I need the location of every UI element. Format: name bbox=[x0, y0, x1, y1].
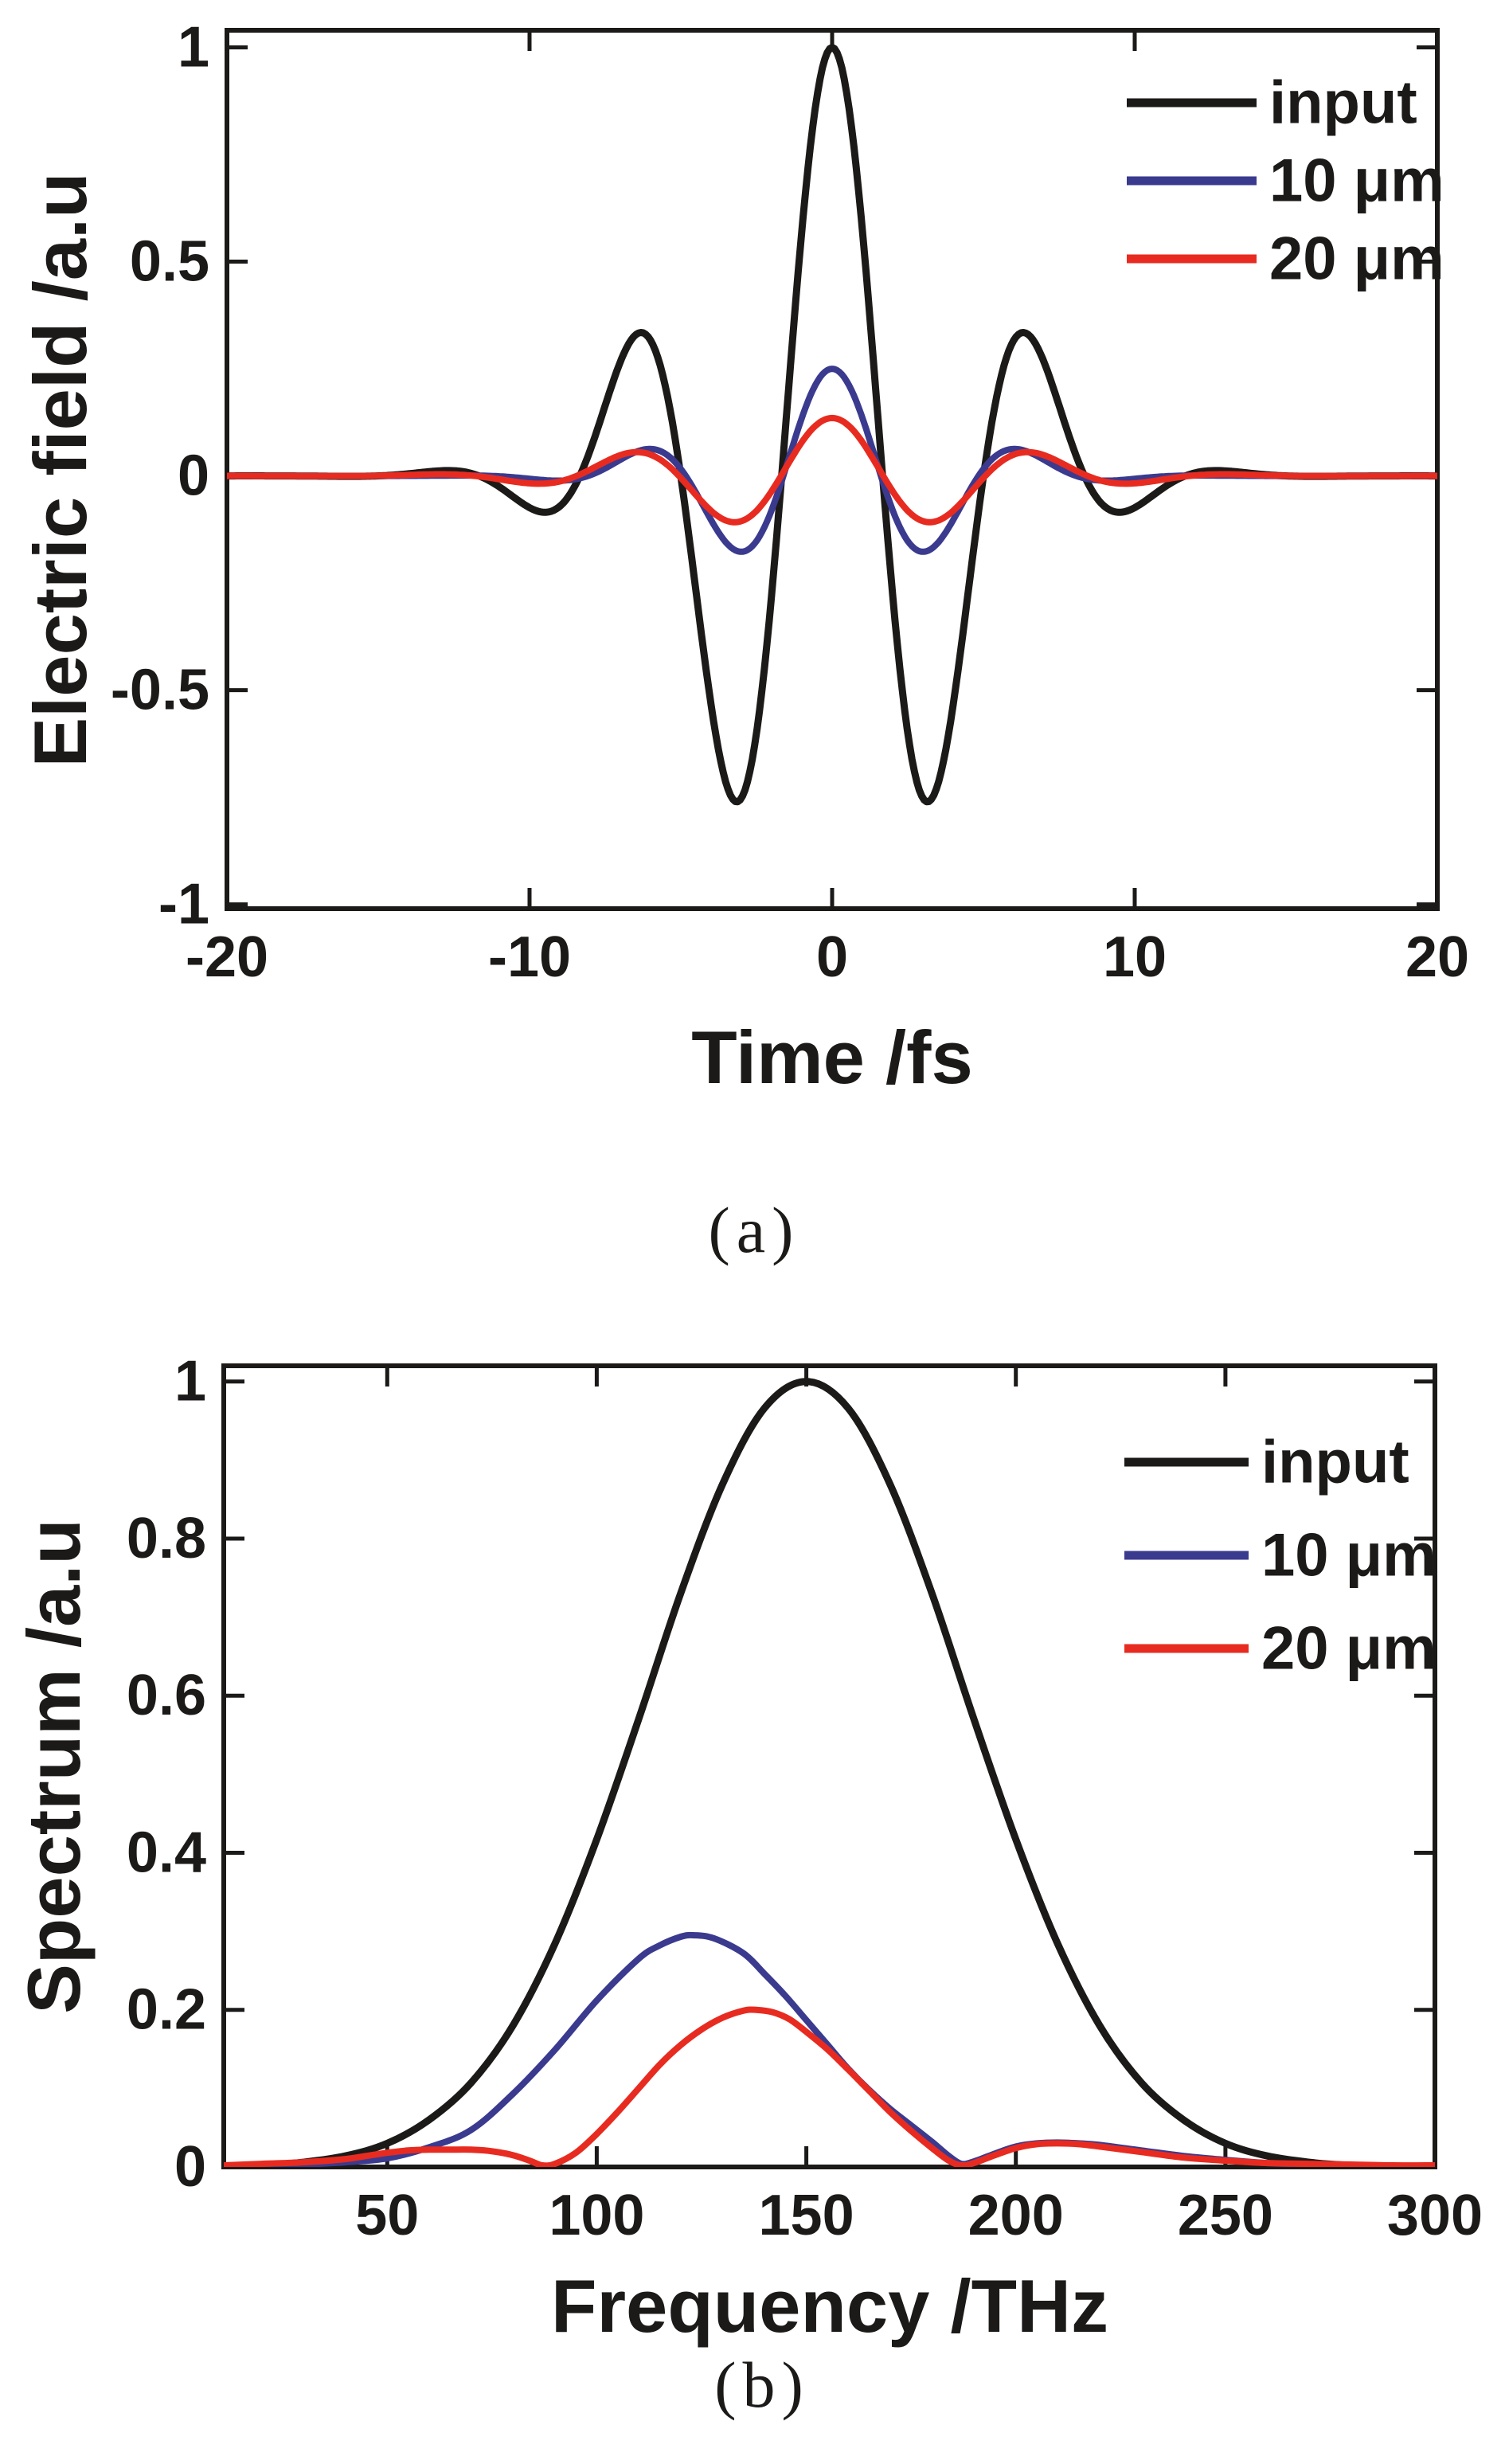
panel-tag-a: (a) bbox=[708, 1194, 799, 1266]
y-tick-label: 0.4 bbox=[127, 1821, 206, 1885]
y-tick-label: -1 bbox=[158, 873, 209, 937]
curve-10-μm bbox=[227, 366, 1437, 555]
y-axis-label-a: Electric field /a.u bbox=[18, 172, 102, 767]
legend-label-input: input bbox=[1269, 69, 1417, 137]
y-tick-label: 1 bbox=[178, 16, 209, 80]
x-tick-label: -20 bbox=[186, 925, 268, 989]
curves-b bbox=[224, 1378, 1435, 2167]
legend-label-10-μm: 10 μm bbox=[1261, 1522, 1437, 1590]
y-tick-label: 0 bbox=[174, 2135, 206, 2199]
panel-b-spectrum: 50 100 150 200 250 300 0 0.2 0.4 0.6 0.8 1 input 10 … bbox=[12, 1350, 1483, 2421]
legend-label-10-μm: 10 μm bbox=[1269, 147, 1444, 215]
tick-labels-b: 50 100 150 200 250 300 0 0.2 0.4 0.6 0.8 1 bbox=[127, 1350, 1483, 2247]
y-tick-label: 0 bbox=[178, 444, 209, 508]
x-tick-label: 0 bbox=[816, 925, 848, 989]
y-tick-label: 1 bbox=[174, 1350, 206, 1414]
panel-tag-b: (b) bbox=[714, 2349, 810, 2421]
panel-a-time-domain: -20 -10 0 10 20 -1 -0.5 0 0.5 1 input 10 μm 20 μm T… bbox=[18, 16, 1469, 1267]
legend-b: input 10 μm 20 μm bbox=[1124, 1429, 1437, 1683]
x-axis-label-a: Time /fs bbox=[691, 1015, 973, 1099]
plot-box-a bbox=[225, 28, 1440, 911]
x-tick-label: 250 bbox=[1178, 2184, 1273, 2247]
x-tick-label: 20 bbox=[1405, 925, 1469, 989]
tick-labels-a: -20 -10 0 10 20 -1 -0.5 0 0.5 1 bbox=[111, 16, 1469, 990]
curve-20-μm bbox=[227, 414, 1437, 526]
y-tick-label: 0.8 bbox=[127, 1507, 206, 1570]
x-tick-label: 100 bbox=[549, 2184, 644, 2247]
curve-20-μm bbox=[224, 2006, 1435, 2167]
y-axis-label-b: Spectrum /a.u bbox=[12, 1519, 96, 2014]
x-tick-label: 200 bbox=[968, 2184, 1064, 2247]
legend-a: input 10 μm 20 μm bbox=[1127, 69, 1444, 293]
x-tick-label: 10 bbox=[1103, 925, 1167, 989]
curve-input bbox=[224, 1378, 1435, 2167]
x-tick-label: 50 bbox=[355, 2184, 419, 2247]
plot-box-b bbox=[221, 1363, 1437, 2169]
curves-a bbox=[227, 44, 1437, 806]
x-tick-label: 300 bbox=[1387, 2184, 1483, 2247]
legend-label-input: input bbox=[1261, 1429, 1409, 1496]
legend-label-20-μm: 20 μm bbox=[1269, 225, 1444, 293]
legend-label-20-μm: 20 μm bbox=[1261, 1615, 1437, 1683]
y-tick-label: -0.5 bbox=[111, 659, 209, 722]
y-tick-label: 0.2 bbox=[127, 1978, 206, 2042]
y-tick-label: 0.5 bbox=[130, 230, 209, 294]
y-tick-label: 0.6 bbox=[127, 1664, 206, 1727]
curve-input bbox=[227, 44, 1437, 806]
x-axis-label-b: Frequency /THz bbox=[551, 2264, 1108, 2348]
x-tick-label: 150 bbox=[759, 2184, 854, 2247]
axis-ticks-a bbox=[225, 30, 1440, 909]
x-tick-label: -10 bbox=[488, 925, 571, 989]
